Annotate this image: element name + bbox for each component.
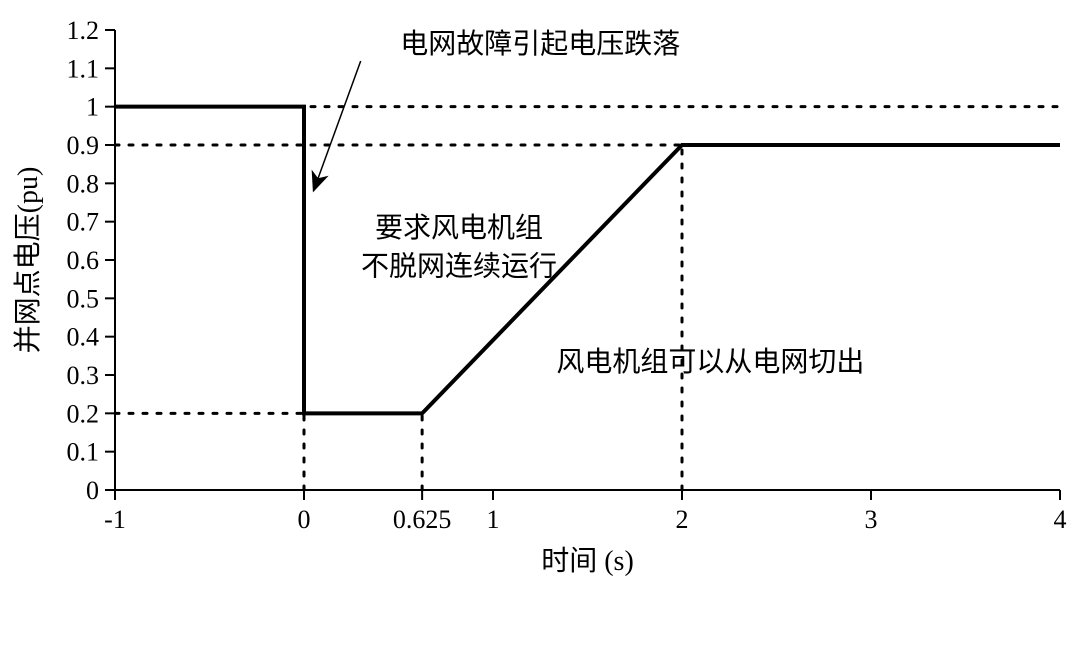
y-tick-label: 0.3 [67, 361, 100, 390]
y-tick-label: 0.2 [67, 399, 100, 428]
x-tick-label: 2 [676, 505, 689, 534]
y-tick-label: 1.2 [67, 16, 100, 45]
x-tick-label: -1 [104, 505, 126, 534]
y-tick-label: 1.1 [67, 54, 100, 83]
y-tick-label: 0.1 [67, 438, 100, 467]
x-tick-label: 0 [298, 505, 311, 534]
x-axis-label: 时间 (s) [541, 545, 634, 577]
x-tick-label: 4 [1054, 505, 1067, 534]
y-tick-label: 0.6 [67, 246, 100, 275]
chart-container: -1012340.62500.10.20.30.40.50.60.70.80.9… [0, 0, 1078, 652]
y-tick-label: 0.4 [67, 323, 100, 352]
annotation-fault: 电网故障引起电压跌落 [400, 28, 680, 60]
annotation-stay-1: 要求风电机组 [375, 212, 543, 244]
y-tick-label: 0.8 [67, 169, 100, 198]
y-tick-label: 0.7 [67, 208, 100, 237]
lvrt-chart: -1012340.62500.10.20.30.40.50.60.70.80.9… [0, 0, 1078, 652]
annotation-arrow [313, 61, 360, 191]
y-axis-label: 并网点电压(pu) [12, 167, 44, 354]
x-tick-label: 1 [487, 505, 500, 534]
x-tick-label-extra: 0.625 [393, 505, 452, 534]
x-tick-label: 3 [865, 505, 878, 534]
y-tick-label: 0.5 [67, 284, 100, 313]
annotation-trip: 风电机组可以从电网切出 [556, 346, 864, 378]
y-tick-label: 0 [86, 476, 99, 505]
y-tick-label: 1 [86, 93, 99, 122]
annotation-stay-2: 不脱网连续运行 [361, 250, 557, 282]
y-tick-label: 0.9 [67, 131, 100, 160]
